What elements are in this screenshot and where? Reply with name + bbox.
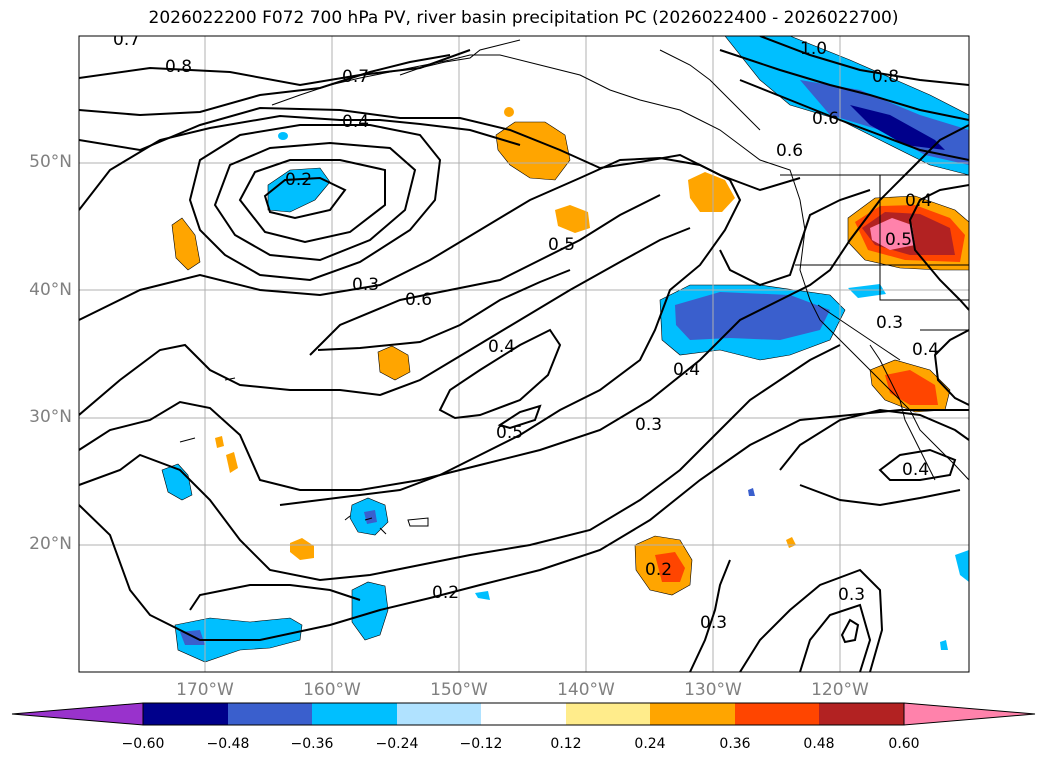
colorbar-bin-6 [566, 703, 650, 725]
map-title: 2026022200 F072 700 hPa PV, river basin … [148, 8, 899, 28]
pv-label-16: 0.8 [872, 67, 899, 87]
pv-label-3: 0.4 [342, 112, 369, 132]
lon-label-170w: 170°W [176, 680, 234, 700]
pv-label-1: 0.8 [165, 57, 192, 77]
pv-label-0: 0.7 [113, 30, 140, 50]
pv-contour-labels: 0.7 0.8 0.7 0.4 0.2 0.3 0.6 0.5 0.4 0.5 … [113, 30, 939, 633]
colorbar-tick-6: 0.24 [634, 736, 666, 752]
colorbar-bin-9 [819, 703, 904, 725]
colorbar-tick-4: −0.12 [459, 736, 503, 752]
pv-label-17: 0.6 [812, 109, 839, 129]
precip-shading [161, 36, 969, 663]
pv-label-15: 1.0 [800, 39, 827, 59]
colorbar-max-extend [903, 702, 1036, 726]
pv-label-19: 0.4 [905, 191, 932, 211]
pv-contours [79, 36, 969, 672]
colorbar-tick-7: 0.36 [719, 736, 751, 752]
pv-label-11: 0.3 [635, 415, 662, 435]
pv-label-9: 0.5 [496, 423, 523, 443]
lon-label-120w: 120°W [811, 680, 869, 700]
colorbar-bin-3 [312, 703, 397, 725]
colorbar [11, 702, 1036, 726]
pv-label-10: 0.4 [673, 360, 700, 380]
pv-label-18: 0.6 [776, 141, 803, 161]
lon-label-130w: 130°W [684, 680, 742, 700]
lat-label-20n: 20°N [29, 534, 72, 554]
lon-label-140w: 140°W [557, 680, 615, 700]
pv-label-22: 0.4 [912, 340, 939, 360]
pv-label-21: 0.3 [876, 313, 903, 333]
colorbar-frame [142, 702, 905, 726]
colorbar-tick-2: −0.36 [290, 736, 334, 752]
pv-label-24: 0.3 [838, 585, 865, 605]
pv-label-23: 0.4 [902, 460, 929, 480]
colorbar-bin-4 [397, 703, 481, 725]
pv-label-12: 0.2 [432, 583, 459, 603]
colorbar-min-extend [11, 702, 144, 726]
colorbar-tick-0: −0.60 [121, 736, 165, 752]
colorbar-bin-1 [143, 703, 228, 725]
colorbar-tick-5: 0.12 [550, 736, 582, 752]
pv-label-20: 0.5 [885, 230, 912, 250]
pv-label-6: 0.6 [405, 290, 432, 310]
lon-label-160w: 160°W [303, 680, 361, 700]
pv-label-13: 0.2 [645, 560, 672, 580]
coastlines [179, 39, 969, 535]
colorbar-bin-2 [228, 703, 312, 725]
colorbar-tick-9: 0.60 [888, 736, 920, 752]
lon-label-150w: 150°W [430, 680, 488, 700]
pv-label-7: 0.5 [548, 235, 575, 255]
colorbar-bin-5 [481, 703, 566, 725]
pv-label-2: 0.7 [342, 67, 369, 87]
map-frame [78, 35, 970, 673]
colorbar-tick-8: 0.48 [803, 736, 835, 752]
colorbar-tick-1: −0.48 [206, 736, 250, 752]
pv-label-14: 0.3 [700, 613, 727, 633]
pv-label-5: 0.3 [352, 275, 379, 295]
lat-label-30n: 30°N [29, 407, 72, 427]
colorbar-bin-7 [650, 703, 735, 725]
lat-label-40n: 40°N [29, 280, 72, 300]
colorbar-tick-3: −0.24 [375, 736, 419, 752]
colorbar-bin-8 [735, 703, 819, 725]
pv-label-4: 0.2 [285, 170, 312, 190]
lat-label-50n: 50°N [29, 152, 72, 172]
pv-label-8: 0.4 [488, 337, 515, 357]
